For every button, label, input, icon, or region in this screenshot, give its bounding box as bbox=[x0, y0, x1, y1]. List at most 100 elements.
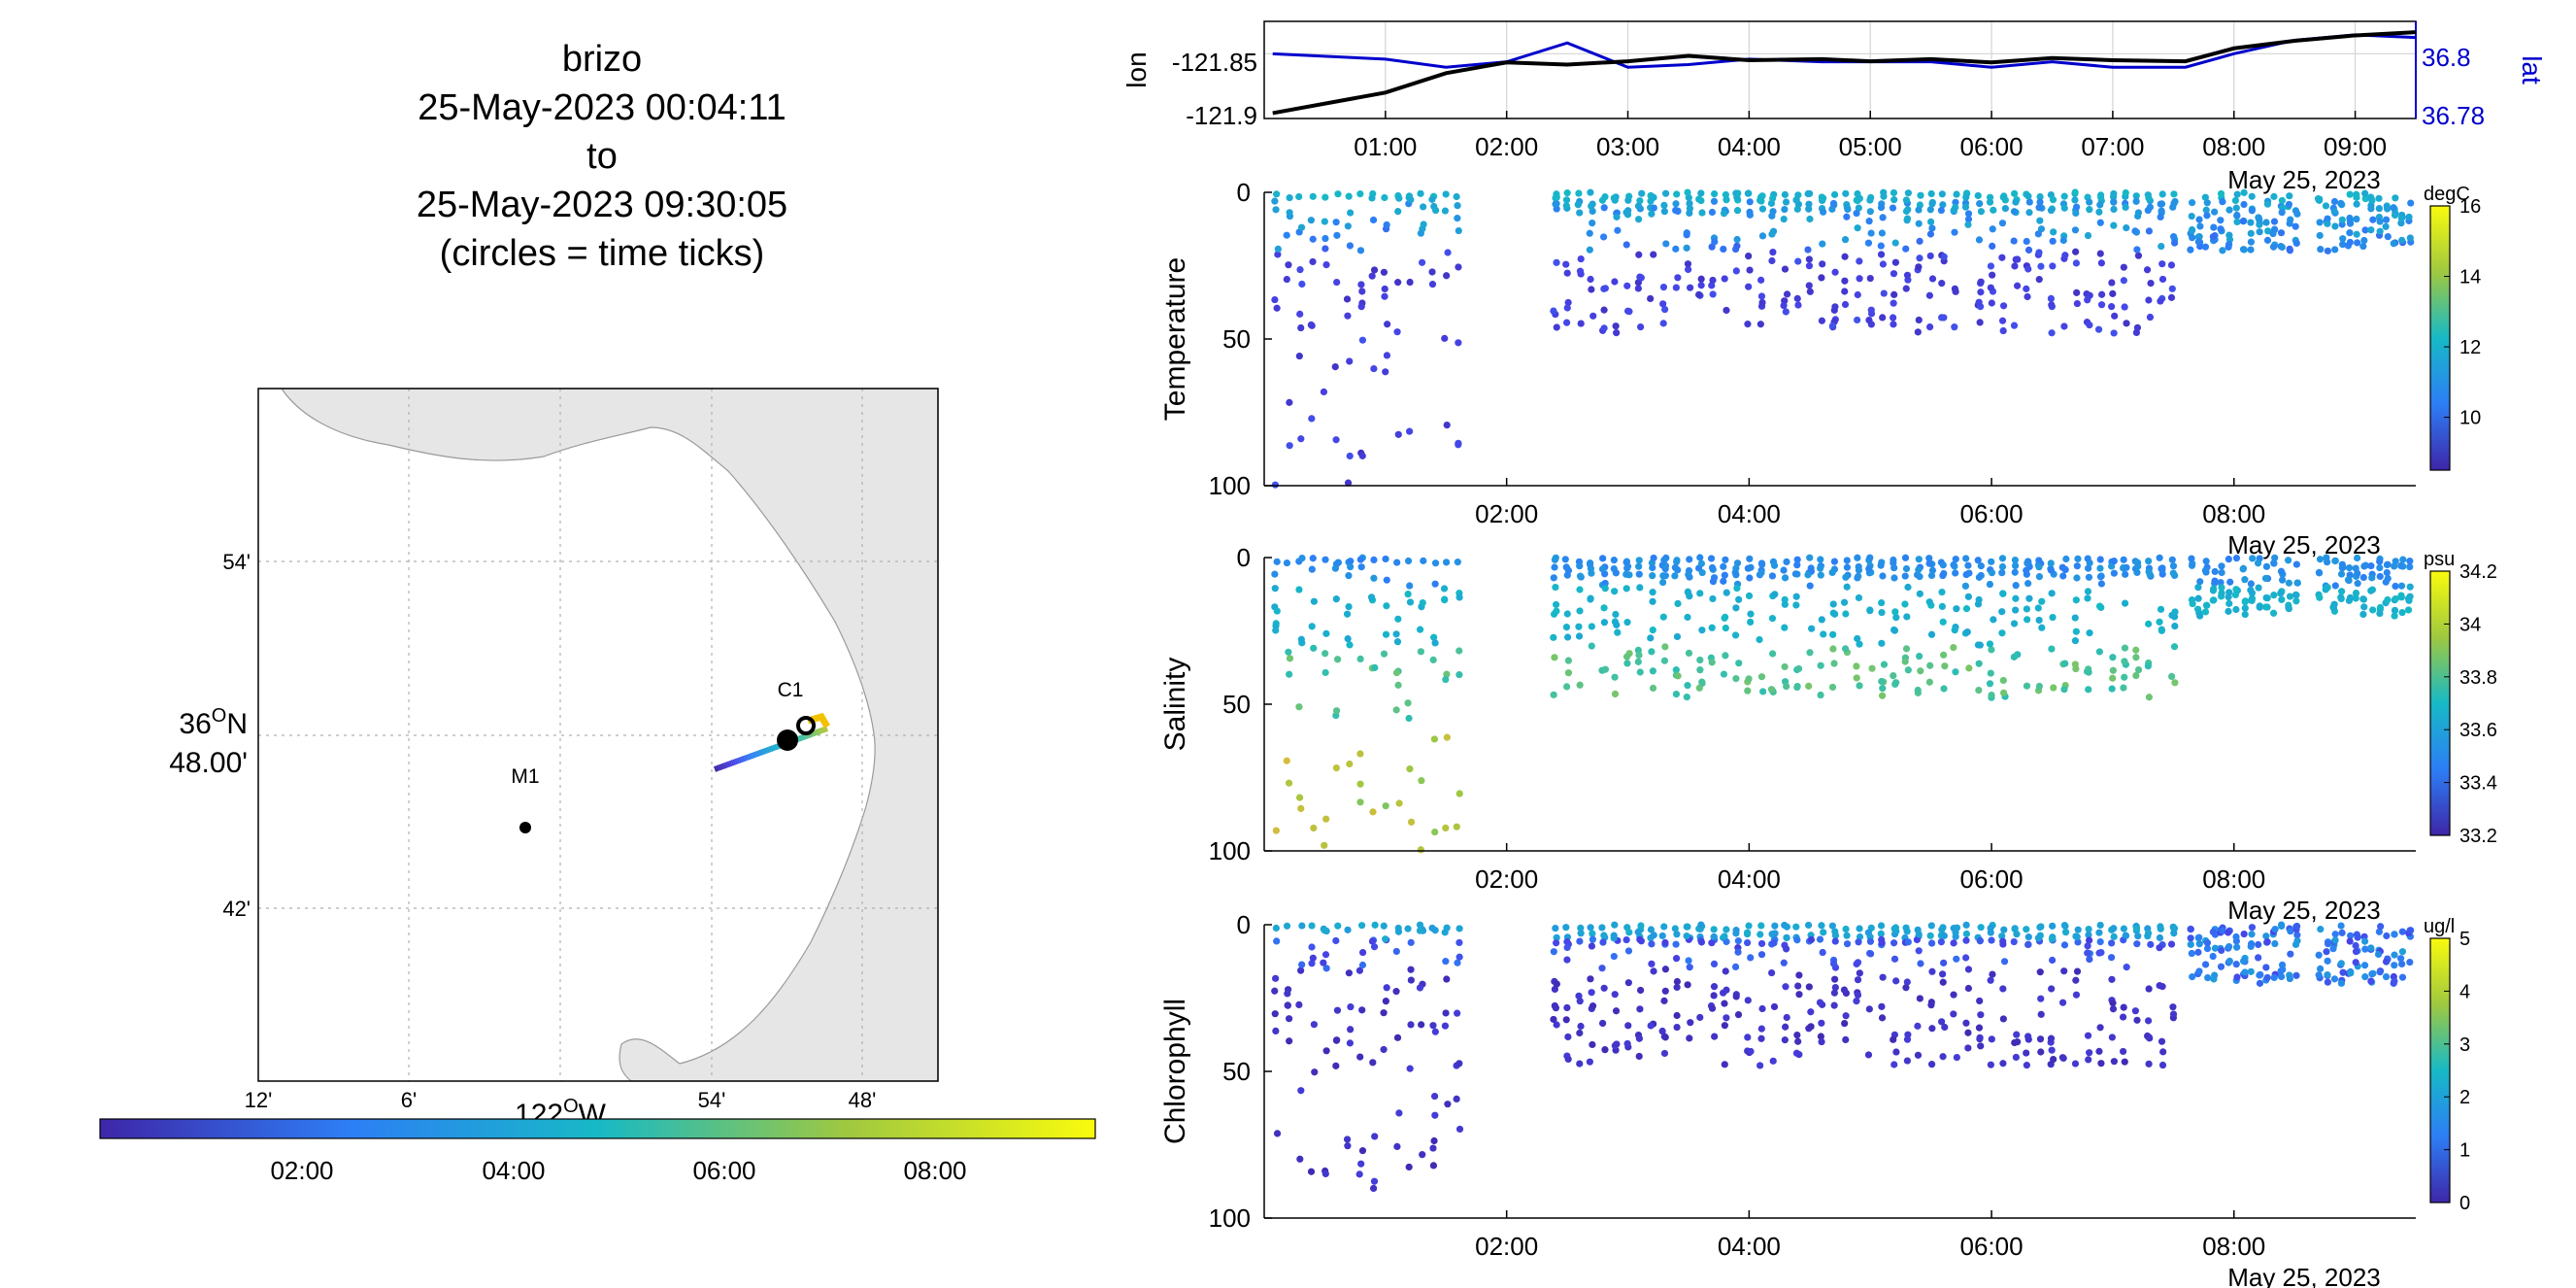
salinity-point bbox=[1685, 570, 1692, 579]
temperature-point bbox=[1394, 279, 1402, 287]
lat-tick-36-8: 36.8 bbox=[2422, 43, 2471, 72]
salinity-point bbox=[2405, 596, 2413, 604]
temperature-point bbox=[1953, 190, 1960, 198]
temperature-point bbox=[2346, 190, 2354, 198]
salinity-point bbox=[2262, 562, 2271, 570]
track-segment bbox=[764, 747, 769, 754]
temperature-point bbox=[2025, 198, 2033, 206]
chlorophyll-point bbox=[1311, 1068, 1319, 1076]
temperature-point bbox=[1612, 322, 1620, 330]
temperature-point bbox=[1950, 206, 1957, 215]
salinity-point bbox=[2072, 596, 2080, 604]
chlorophyll-point bbox=[1272, 1027, 1280, 1035]
temperature-point bbox=[1805, 205, 1813, 213]
salinity-point bbox=[2000, 689, 2008, 696]
chlorophyll-point bbox=[1865, 1005, 1873, 1013]
temperature-point bbox=[2096, 193, 2105, 201]
temperature-point bbox=[2189, 234, 2196, 242]
temperature-point bbox=[2330, 208, 2338, 216]
salinity-point bbox=[2060, 686, 2068, 694]
salinity-point bbox=[1649, 684, 1657, 693]
salinity-point bbox=[2285, 604, 2292, 612]
temperature-point bbox=[1455, 226, 1462, 235]
salinity-point bbox=[1721, 571, 1728, 579]
salinity-point bbox=[1891, 680, 1899, 689]
temperature-point bbox=[1613, 328, 1621, 337]
salinity-point bbox=[1817, 556, 1824, 563]
salinity-point bbox=[1855, 593, 1863, 602]
chlorophyll-point bbox=[1369, 1059, 1377, 1067]
chlorophyll-point bbox=[2324, 939, 2332, 948]
temperature-ytick-label: 50 bbox=[1222, 324, 1251, 354]
title-end-time: 25-May-2023 09:30:05 bbox=[416, 185, 788, 225]
chlorophyll-point bbox=[1744, 938, 1752, 947]
chlorophyll-point bbox=[2049, 922, 2057, 930]
temperature-point bbox=[1623, 282, 1631, 289]
salinity-point bbox=[2120, 556, 2127, 563]
chlorophyll-point bbox=[2406, 927, 2414, 934]
chlorophyll-point bbox=[1998, 932, 2006, 940]
salinity-point bbox=[2354, 569, 2361, 577]
temperature-point bbox=[2086, 206, 2093, 214]
chlorophyll-point bbox=[1854, 991, 1862, 1000]
temperature-point bbox=[2050, 228, 2057, 236]
temperature-point bbox=[1550, 307, 1557, 315]
temperature-date-label: May 25, 2023 bbox=[2227, 530, 2381, 559]
temperature-point bbox=[1636, 197, 1644, 205]
salinity-point bbox=[1998, 629, 2006, 637]
salinity-point bbox=[1347, 558, 1355, 565]
chlorophyll-point bbox=[1999, 1060, 2007, 1068]
temperature-point bbox=[1271, 197, 1279, 205]
salinity-point bbox=[1733, 559, 1742, 567]
salinity-point bbox=[1393, 638, 1402, 646]
chlorophyll-point bbox=[1321, 1169, 1329, 1178]
chlorophyll-point bbox=[2225, 929, 2232, 936]
chlorophyll-point bbox=[1588, 942, 1596, 950]
chlorophyll-point bbox=[1661, 938, 1669, 947]
temperature-point bbox=[1720, 210, 1728, 218]
temperature-point bbox=[1710, 197, 1719, 205]
temperature-point bbox=[2233, 190, 2241, 198]
temperature-point bbox=[1915, 220, 1923, 227]
salinity-point bbox=[1416, 626, 1424, 633]
salinity-colorbar-tick-label: 34 bbox=[2459, 614, 2481, 635]
salinity-point bbox=[1611, 588, 1619, 595]
temperature-point bbox=[2170, 239, 2179, 247]
temperature-point bbox=[2406, 234, 2414, 242]
chlorophyll-point bbox=[1599, 938, 1607, 946]
temperature-point bbox=[1937, 206, 1945, 215]
chlorophyll-point bbox=[1658, 1027, 1666, 1035]
temperature-point bbox=[1381, 292, 1388, 300]
salinity-colorbar-tick-label: 33.4 bbox=[2459, 773, 2497, 795]
salinity-point bbox=[1417, 648, 1425, 656]
temperature-point bbox=[1889, 204, 1897, 212]
salinity-point bbox=[2188, 561, 2196, 569]
map-land bbox=[258, 388, 939, 1082]
chlorophyll-point bbox=[1805, 983, 1813, 991]
temperature-point bbox=[1793, 205, 1801, 213]
track-segment bbox=[809, 730, 814, 738]
chlorophyll-point bbox=[1904, 1031, 1912, 1038]
chlorophyll-point bbox=[1892, 1048, 1900, 1056]
temperature-point bbox=[1623, 209, 1630, 217]
temperature-point bbox=[1368, 272, 1376, 280]
temperature-point bbox=[2097, 301, 2106, 309]
chlorophyll-point bbox=[2277, 972, 2286, 981]
chlorophyll-point bbox=[2058, 1054, 2066, 1062]
salinity-point bbox=[2359, 573, 2367, 582]
temperature-point bbox=[2123, 223, 2130, 232]
salinity-point bbox=[2023, 605, 2031, 613]
temperature-xtick-label: 06:00 bbox=[1960, 499, 2024, 528]
track-segment bbox=[713, 765, 718, 772]
temperature-point bbox=[2122, 203, 2129, 211]
salinity-point bbox=[2270, 592, 2278, 599]
salinity-point bbox=[2404, 606, 2413, 614]
salinity-point bbox=[1856, 682, 1863, 690]
temperature-point bbox=[1805, 282, 1813, 289]
chlorophyll-point bbox=[1756, 931, 1764, 938]
temperature-point bbox=[1998, 254, 2006, 261]
chlorophyll-point bbox=[1564, 1055, 1572, 1064]
salinity-point bbox=[1659, 613, 1667, 621]
temperature-point bbox=[1553, 323, 1560, 331]
chlorophyll-point bbox=[1332, 1062, 1340, 1069]
